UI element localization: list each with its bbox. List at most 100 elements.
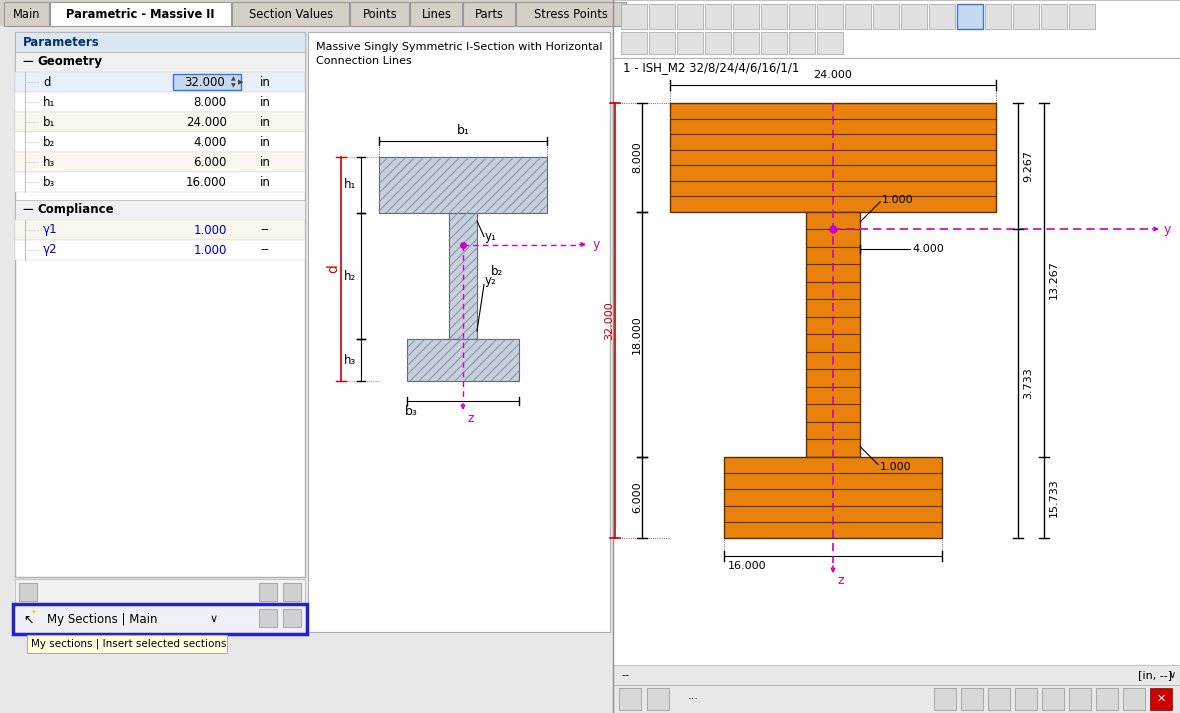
Text: Geometry: Geometry bbox=[37, 56, 101, 68]
Text: d: d bbox=[42, 76, 51, 88]
Bar bbox=[232, 2, 349, 26]
Text: −: − bbox=[21, 202, 34, 217]
Text: 1.000: 1.000 bbox=[194, 244, 227, 257]
Text: 1.000: 1.000 bbox=[880, 461, 912, 471]
Text: --: -- bbox=[260, 244, 269, 257]
Bar bbox=[670, 103, 996, 212]
Bar bbox=[15, 52, 304, 72]
Bar bbox=[649, 32, 675, 54]
Bar bbox=[1015, 688, 1037, 710]
Text: 1.000: 1.000 bbox=[194, 223, 227, 237]
Bar bbox=[1150, 688, 1172, 710]
Bar bbox=[647, 688, 669, 710]
Text: in: in bbox=[260, 96, 271, 108]
Bar bbox=[15, 605, 304, 633]
Bar bbox=[761, 32, 787, 54]
Text: h₃: h₃ bbox=[42, 155, 55, 168]
Bar bbox=[935, 688, 956, 710]
Bar bbox=[612, 665, 1180, 685]
Bar bbox=[1069, 688, 1092, 710]
Text: Section Values: Section Values bbox=[249, 8, 333, 21]
Text: h₂: h₂ bbox=[343, 270, 356, 282]
Bar bbox=[15, 72, 304, 92]
Bar bbox=[1123, 688, 1145, 710]
Text: in: in bbox=[260, 175, 271, 188]
Text: ↖: ↖ bbox=[22, 613, 33, 627]
Text: --: -- bbox=[260, 223, 269, 237]
Bar bbox=[902, 4, 927, 29]
Bar bbox=[733, 4, 759, 29]
Text: d: d bbox=[326, 265, 340, 274]
Bar bbox=[15, 172, 304, 192]
Bar bbox=[733, 32, 759, 54]
Text: 1.000: 1.000 bbox=[883, 195, 913, 205]
Text: b₂: b₂ bbox=[491, 265, 503, 278]
Text: in: in bbox=[260, 116, 271, 128]
Text: My sections | Insert selected sections: My sections | Insert selected sections bbox=[31, 639, 227, 650]
Text: 15.733: 15.733 bbox=[1049, 478, 1060, 517]
Text: --: -- bbox=[621, 670, 629, 680]
Bar bbox=[789, 4, 815, 29]
Text: 13.267: 13.267 bbox=[1049, 260, 1060, 299]
Text: 9.267: 9.267 bbox=[1023, 150, 1034, 182]
Text: Points: Points bbox=[362, 8, 398, 21]
Bar bbox=[649, 4, 675, 29]
Bar bbox=[677, 32, 703, 54]
Bar bbox=[283, 583, 301, 601]
Bar bbox=[620, 688, 641, 710]
Text: ✕: ✕ bbox=[1156, 694, 1166, 704]
Bar bbox=[961, 688, 983, 710]
Text: Lines: Lines bbox=[421, 8, 452, 21]
Bar bbox=[517, 2, 627, 26]
Text: in: in bbox=[260, 76, 271, 88]
Bar bbox=[789, 32, 815, 54]
Bar bbox=[50, 2, 231, 26]
Text: 24.000: 24.000 bbox=[813, 70, 852, 80]
Text: 18.000: 18.000 bbox=[631, 315, 642, 354]
Bar bbox=[411, 2, 463, 26]
Bar bbox=[612, 0, 1180, 713]
Text: h₁: h₁ bbox=[343, 178, 356, 192]
Text: ···: ··· bbox=[688, 694, 699, 704]
Bar bbox=[817, 4, 843, 29]
Text: y: y bbox=[1163, 222, 1172, 235]
Text: 32.000: 32.000 bbox=[184, 76, 225, 88]
Text: 4.000: 4.000 bbox=[912, 244, 944, 254]
Text: b₃: b₃ bbox=[405, 405, 418, 418]
Bar bbox=[957, 4, 983, 29]
Bar bbox=[15, 240, 304, 260]
Text: b₁: b₁ bbox=[457, 124, 470, 137]
Text: h₃: h₃ bbox=[343, 354, 356, 366]
Text: My Sections | Main: My Sections | Main bbox=[47, 612, 157, 625]
Bar bbox=[19, 583, 37, 601]
Bar bbox=[677, 4, 703, 29]
Text: y₁: y₁ bbox=[485, 230, 497, 243]
Bar bbox=[15, 579, 304, 605]
Text: 24.000: 24.000 bbox=[186, 116, 227, 128]
Text: h₁: h₁ bbox=[42, 96, 55, 108]
Text: −: − bbox=[21, 54, 34, 69]
Text: b₁: b₁ bbox=[42, 116, 55, 128]
Text: b₃: b₃ bbox=[42, 175, 55, 188]
Bar bbox=[621, 32, 647, 54]
Text: 8.000: 8.000 bbox=[631, 141, 642, 173]
Text: 1 - ISH_M2 32/8/24/4/6/16/1/1: 1 - ISH_M2 32/8/24/4/6/16/1/1 bbox=[623, 61, 799, 74]
Bar bbox=[15, 92, 304, 112]
Bar bbox=[612, 685, 1180, 713]
Bar bbox=[308, 32, 610, 632]
Text: 32.000: 32.000 bbox=[604, 301, 614, 340]
Bar bbox=[15, 200, 304, 220]
Text: ✦: ✦ bbox=[31, 609, 37, 615]
Bar bbox=[450, 213, 477, 339]
Bar bbox=[1012, 4, 1040, 29]
Text: 16.000: 16.000 bbox=[186, 175, 227, 188]
Bar bbox=[621, 4, 647, 29]
Bar bbox=[350, 2, 409, 26]
Text: [in, --]: [in, --] bbox=[1138, 670, 1172, 680]
Text: in: in bbox=[260, 135, 271, 148]
Bar bbox=[761, 4, 787, 29]
Bar bbox=[985, 4, 1011, 29]
Text: Parts: Parts bbox=[474, 8, 504, 21]
Bar bbox=[1069, 4, 1095, 29]
Text: in: in bbox=[260, 155, 271, 168]
